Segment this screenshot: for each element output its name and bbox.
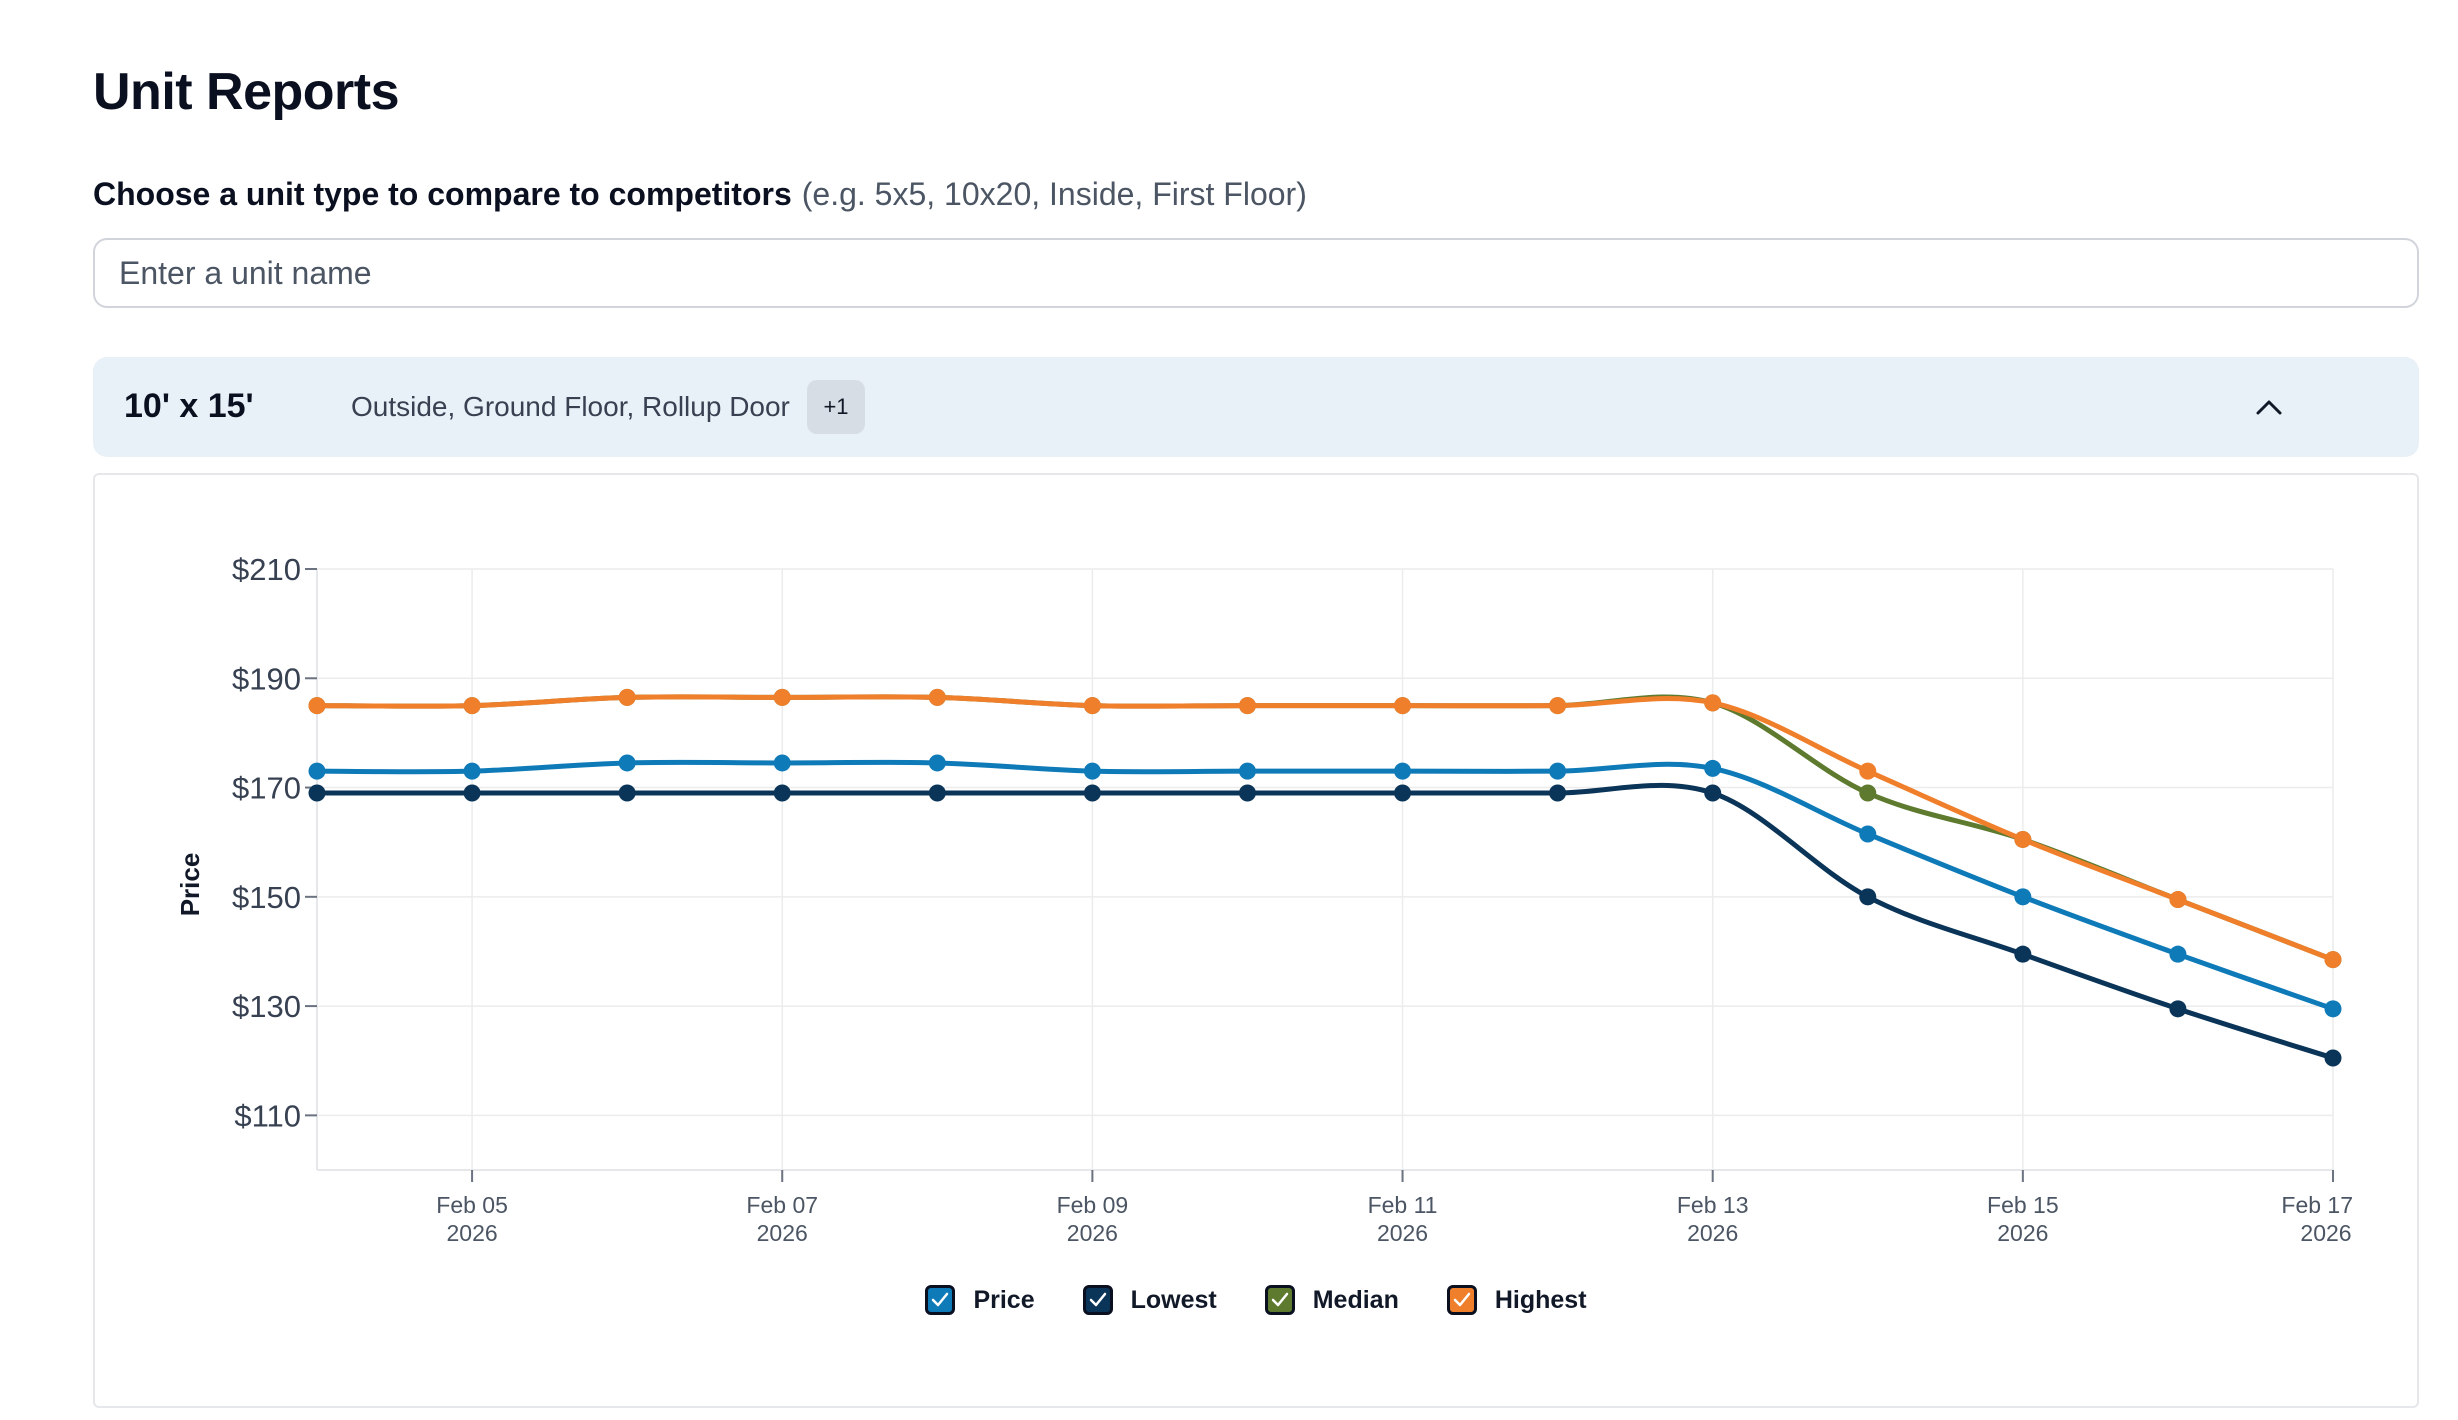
data-point-highest: [1083, 697, 1101, 715]
x-tick-year-label: 2026: [1377, 1220, 1428, 1246]
data-point-highest: [773, 688, 791, 706]
data-point-highest: [928, 688, 946, 706]
prompt-label: Choose a unit type to compare to competi…: [93, 176, 792, 212]
data-point-price: [2014, 888, 2032, 906]
x-tick-label: Feb 07: [746, 1192, 818, 1218]
x-tick-label: Feb 11: [1368, 1192, 1438, 1218]
y-tick-label: $190: [232, 661, 301, 696]
data-point-highest: [2169, 891, 2187, 909]
x-tick-year-label: 2026: [1687, 1220, 1738, 1246]
data-point-lowest: [2169, 1000, 2187, 1018]
data-point-highest: [1704, 694, 1722, 712]
legend-label-median: Median: [1312, 1285, 1399, 1314]
more-features-badge[interactable]: +1: [807, 380, 865, 434]
x-tick-label: Feb 15: [1987, 1192, 2059, 1218]
data-point-highest: [1859, 762, 1877, 780]
y-tick-label: $130: [232, 989, 301, 1024]
data-point-lowest: [463, 784, 481, 802]
x-tick-label: Feb 05: [436, 1192, 508, 1218]
data-point-price: [1704, 759, 1722, 777]
y-tick-label: $110: [234, 1098, 301, 1133]
series-line-median: [314, 694, 2336, 963]
x-tick-label: Feb 17: [2281, 1192, 2353, 1218]
data-point-lowest: [1704, 784, 1722, 802]
data-point-price: [2169, 945, 2187, 963]
chevron-up-icon: [2256, 400, 2282, 415]
x-tick-label: Feb 09: [1057, 1192, 1129, 1218]
prompt-hint: (e.g. 5x5, 10x20, Inside, First Floor): [801, 176, 1307, 212]
unit-name: 10' x 15': [124, 387, 254, 425]
legend-item-price[interactable]: Price: [925, 1285, 1035, 1315]
data-point-lowest: [1083, 784, 1101, 802]
legend-label-price: Price: [973, 1285, 1035, 1314]
data-point-price: [2324, 1000, 2342, 1018]
data-point-price: [1083, 762, 1101, 780]
data-point-lowest: [773, 784, 791, 802]
data-point-lowest: [2014, 945, 2032, 963]
data-point-price: [1238, 762, 1256, 780]
y-axis-title: Price: [175, 853, 205, 917]
data-point-lowest: [1394, 784, 1412, 802]
unit-features: Outside, Ground Floor, Rollup Door: [351, 391, 790, 422]
data-point-median: [1859, 784, 1877, 802]
data-point-lowest: [928, 784, 946, 802]
chart-legend: Price Lowest Median Highest: [95, 1285, 2417, 1315]
data-point-lowest: [1238, 784, 1256, 802]
legend-checkbox-median[interactable]: [1264, 1285, 1295, 1315]
legend-label-lowest: Lowest: [1130, 1285, 1217, 1314]
data-point-highest: [308, 697, 326, 715]
data-point-price: [1859, 825, 1877, 843]
data-point-highest: [463, 697, 481, 715]
data-point-highest: [2014, 830, 2032, 848]
legend-checkbox-price[interactable]: [925, 1285, 956, 1315]
x-tick-year-label: 2026: [446, 1220, 497, 1246]
y-tick-label: $150: [232, 880, 301, 915]
x-tick-label: Feb 13: [1677, 1192, 1749, 1218]
unit-accordion-header[interactable]: 10' x 15' Outside, Ground Floor, Rollup …: [93, 357, 2419, 457]
x-tick-year-label: 2026: [2300, 1220, 2351, 1246]
y-tick-label: $210: [232, 552, 301, 587]
legend-checkbox-lowest[interactable]: [1082, 1285, 1113, 1315]
data-point-price: [928, 754, 946, 772]
data-point-price: [308, 762, 326, 780]
data-point-price: [773, 754, 791, 772]
x-tick-year-label: 2026: [1997, 1220, 2048, 1246]
x-tick-year-label: 2026: [757, 1220, 808, 1246]
check-icon: [1453, 1292, 1471, 1307]
data-point-price: [463, 762, 481, 780]
data-point-lowest: [308, 784, 326, 802]
data-point-highest: [618, 688, 636, 706]
data-point-lowest: [1859, 888, 1877, 906]
legend-checkbox-highest[interactable]: [1446, 1285, 1477, 1315]
legend-item-median[interactable]: Median: [1264, 1285, 1399, 1315]
data-point-highest: [2324, 951, 2342, 969]
price-chart-card: $110 $130 $150 $170 $190 $210 Feb 05 2026 Feb 07…: [93, 473, 2419, 1408]
data-point-price: [618, 754, 636, 772]
data-point-lowest: [1549, 784, 1567, 802]
series-line-highest: [314, 694, 2336, 963]
data-point-price: [1549, 762, 1567, 780]
check-icon: [932, 1292, 949, 1307]
data-point-highest: [1238, 697, 1256, 715]
series-line-lowest: [314, 782, 2336, 1061]
data-point-lowest: [618, 784, 636, 802]
legend-item-lowest[interactable]: Lowest: [1082, 1285, 1217, 1315]
x-tick-year-label: 2026: [1067, 1220, 1118, 1246]
check-icon: [1089, 1292, 1106, 1307]
data-point-price: [1394, 762, 1412, 780]
data-point-highest: [1549, 697, 1567, 715]
legend-item-highest[interactable]: Highest: [1446, 1285, 1587, 1315]
series-line-price: [314, 759, 2336, 1012]
y-tick-label: $170: [232, 771, 301, 806]
data-point-highest: [1394, 697, 1412, 715]
unit-search-input[interactable]: [93, 238, 2419, 308]
check-icon: [1271, 1292, 1288, 1307]
page-title: Unit Reports: [93, 63, 400, 121]
legend-label-highest: Highest: [1494, 1285, 1587, 1314]
unit-type-prompt: Choose a unit type to compare to competi…: [93, 176, 1307, 213]
collapse-button[interactable]: [2249, 387, 2289, 427]
data-point-lowest: [2324, 1049, 2342, 1067]
